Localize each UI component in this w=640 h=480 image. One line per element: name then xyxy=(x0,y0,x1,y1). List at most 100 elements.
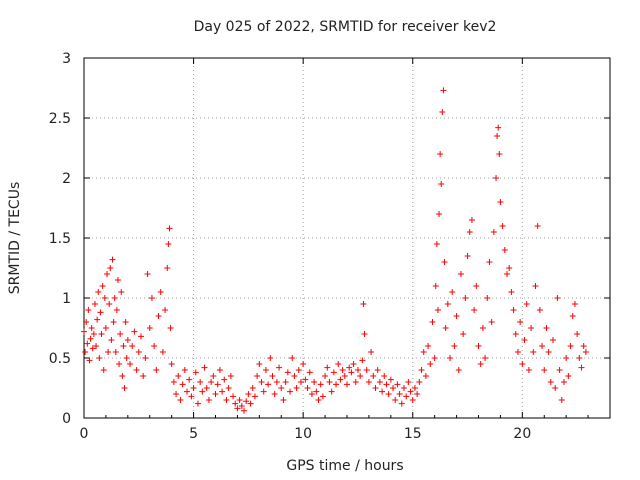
data-point xyxy=(104,271,111,277)
data-point xyxy=(245,391,252,397)
data-point xyxy=(350,361,357,367)
data-point xyxy=(287,388,294,395)
data-point xyxy=(324,364,331,371)
data-point xyxy=(370,373,377,379)
data-point xyxy=(203,385,210,391)
data-point xyxy=(490,229,497,235)
data-point xyxy=(234,405,241,412)
data-point xyxy=(105,349,112,355)
data-point xyxy=(396,391,403,397)
data-point xyxy=(536,307,543,313)
data-point xyxy=(439,109,446,115)
data-point xyxy=(240,407,247,414)
data-point xyxy=(348,369,355,376)
y-tick-label: 0 xyxy=(62,411,71,427)
data-point xyxy=(282,379,289,385)
data-point xyxy=(260,388,267,395)
data-point xyxy=(133,367,140,373)
data-point xyxy=(96,355,103,361)
data-point xyxy=(165,241,172,247)
data-point xyxy=(409,397,416,403)
data-point xyxy=(85,307,92,313)
data-point xyxy=(219,388,226,395)
data-point xyxy=(108,337,115,343)
data-point xyxy=(262,367,269,373)
data-point xyxy=(251,393,258,400)
data-points xyxy=(81,87,589,414)
data-point xyxy=(580,343,587,349)
data-point xyxy=(482,355,489,361)
data-point xyxy=(547,379,554,385)
data-point xyxy=(265,381,272,388)
data-point xyxy=(146,325,153,331)
data-point xyxy=(392,397,399,403)
data-point xyxy=(363,367,370,373)
data-point xyxy=(120,343,127,349)
data-point xyxy=(221,376,228,383)
data-point xyxy=(387,376,394,383)
data-point xyxy=(267,355,274,361)
data-point xyxy=(280,397,287,403)
data-point xyxy=(118,289,125,295)
data-point xyxy=(142,355,149,361)
data-point xyxy=(532,283,539,289)
data-point xyxy=(123,355,130,361)
data-point xyxy=(97,309,104,316)
data-point xyxy=(464,253,471,259)
x-tick-label: 10 xyxy=(294,426,312,442)
data-point xyxy=(256,361,263,367)
data-point xyxy=(177,397,184,403)
data-point xyxy=(162,307,169,313)
data-point xyxy=(230,393,237,400)
data-point xyxy=(451,343,458,349)
data-point xyxy=(440,87,447,94)
data-point xyxy=(86,357,93,364)
x-tick-label: 20 xyxy=(513,426,531,442)
data-point xyxy=(510,307,517,313)
data-point xyxy=(84,340,91,347)
plot-frame xyxy=(83,57,611,419)
data-point xyxy=(354,367,361,373)
data-point xyxy=(116,361,123,367)
data-point xyxy=(552,385,559,391)
data-point xyxy=(335,361,342,367)
data-point xyxy=(352,379,359,385)
data-point xyxy=(379,388,386,395)
data-point xyxy=(319,393,326,400)
data-point xyxy=(190,385,197,391)
data-point xyxy=(433,241,440,247)
data-point xyxy=(129,343,136,349)
data-point xyxy=(560,379,567,385)
data-point xyxy=(197,379,204,385)
data-point xyxy=(462,295,469,301)
data-point xyxy=(514,349,521,355)
data-point xyxy=(88,325,95,331)
x-tick-label: 5 xyxy=(189,426,198,442)
data-point xyxy=(496,151,503,157)
data-point xyxy=(212,391,219,397)
data-point xyxy=(420,349,427,355)
data-point xyxy=(93,343,100,349)
data-point xyxy=(107,265,114,271)
data-point xyxy=(284,369,291,376)
data-point xyxy=(519,361,526,367)
data-point xyxy=(157,289,164,295)
data-point xyxy=(276,364,283,371)
data-point xyxy=(576,355,583,361)
data-point xyxy=(113,307,120,313)
data-point xyxy=(429,319,436,325)
data-point xyxy=(291,373,298,379)
data-point xyxy=(148,295,155,301)
data-point xyxy=(460,331,467,337)
data-point xyxy=(508,289,515,295)
data-point xyxy=(273,379,280,385)
data-point xyxy=(394,381,401,388)
data-point xyxy=(344,381,350,388)
data-point xyxy=(582,349,589,355)
data-point xyxy=(99,283,106,289)
data-point xyxy=(434,307,441,313)
data-point xyxy=(405,379,412,385)
data-point xyxy=(102,325,109,331)
data-point xyxy=(100,367,107,373)
